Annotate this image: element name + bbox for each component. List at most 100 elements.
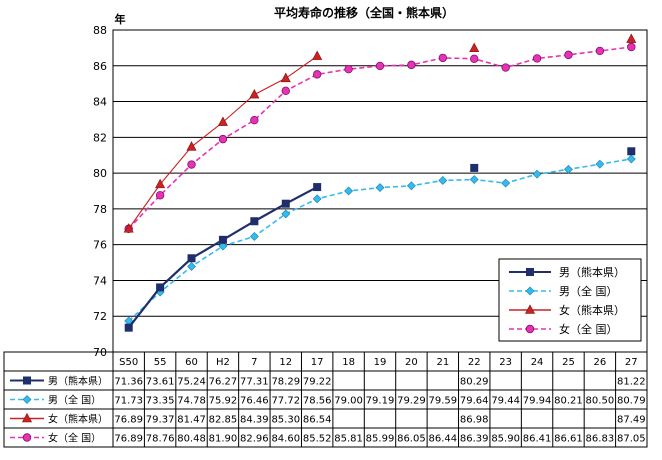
table-cell: 80.48 xyxy=(177,434,206,445)
series-3 xyxy=(124,42,636,233)
table-cell: 74.78 xyxy=(177,396,206,407)
table-cell: 85.99 xyxy=(366,434,395,445)
table-cell: 86.61 xyxy=(554,434,583,445)
y-tick-label: 82 xyxy=(93,131,107,144)
legend-label: 女（全 国） xyxy=(559,322,618,336)
data-point xyxy=(281,86,290,96)
data-point xyxy=(312,70,322,79)
y-tick-label: 76 xyxy=(93,239,107,252)
table-cell: 76.27 xyxy=(209,377,238,388)
data-point xyxy=(313,183,322,192)
table-cell: 86.54 xyxy=(303,415,332,426)
data-point xyxy=(344,186,354,196)
y-tick-label: 84 xyxy=(93,96,107,109)
table-header-cell: 25 xyxy=(562,357,575,368)
table-cell: 87.05 xyxy=(617,434,646,445)
table-cell: 75.24 xyxy=(177,377,206,388)
table-cell: 84.39 xyxy=(240,415,269,426)
table-cell: 85.90 xyxy=(491,434,520,445)
data-point xyxy=(532,54,542,63)
table-cell: 86.39 xyxy=(460,434,489,445)
data-point xyxy=(564,164,573,174)
table-cell: 79.37 xyxy=(146,415,175,426)
data-point xyxy=(344,64,353,74)
table-header-cell: 7 xyxy=(251,357,257,368)
data-point xyxy=(123,223,134,233)
table-header-cell: 17 xyxy=(311,357,324,368)
table-header-cell: 22 xyxy=(468,357,481,368)
data-point xyxy=(281,199,290,208)
data-point xyxy=(217,116,228,126)
data-point xyxy=(155,191,165,200)
data-point xyxy=(281,209,291,219)
table-cell: 78.56 xyxy=(303,396,332,407)
series-2 xyxy=(123,33,637,233)
y-tick-label: 80 xyxy=(93,167,107,180)
table-row-label: 女（熊本県） xyxy=(48,413,108,426)
table-cell: 76.89 xyxy=(114,434,143,445)
data-point xyxy=(595,159,605,169)
table-cell: 77.72 xyxy=(271,396,300,407)
table-cell: 86.05 xyxy=(397,434,426,445)
table-cell: 79.94 xyxy=(523,396,552,407)
table-cell: 77.31 xyxy=(240,377,269,388)
table-cell: 85.30 xyxy=(271,415,300,426)
table-legend-marker xyxy=(23,376,31,385)
table-header-cell: 12 xyxy=(279,357,292,368)
data-point xyxy=(250,115,259,125)
data-point xyxy=(564,50,573,60)
data-point xyxy=(218,241,228,251)
data-point xyxy=(470,54,479,64)
table-header-cell: 23 xyxy=(499,357,512,368)
data-point xyxy=(501,63,510,72)
table-cell: 76.89 xyxy=(114,415,143,426)
data-point xyxy=(218,134,228,144)
data-point xyxy=(532,169,542,179)
table-cell: 73.35 xyxy=(146,396,175,407)
table-cell: 79.44 xyxy=(491,396,520,407)
table-cell: 78.76 xyxy=(146,434,175,445)
legend-label: 男（熊本県） xyxy=(559,265,625,279)
data-table: S50 55 60 H2 7 12 17 18 19 20 21 22 23 24 25 26 27 男（熊本県）… xyxy=(3,351,648,448)
table-legend-marker xyxy=(22,412,32,423)
table-cell: 80.21 xyxy=(554,396,583,407)
table-row-label: 男（全 国） xyxy=(48,394,101,407)
table-cell: 79.59 xyxy=(429,396,458,407)
data-point xyxy=(280,72,291,83)
table-cell: 76.46 xyxy=(240,396,269,407)
table-cell: 79.00 xyxy=(334,396,363,407)
legend-label: 男（全 国） xyxy=(559,284,618,298)
data-point xyxy=(626,154,636,164)
table-cell: 79.22 xyxy=(303,377,332,388)
table-cell: 80.50 xyxy=(586,396,615,407)
data-point xyxy=(249,88,260,99)
series-0 xyxy=(124,147,636,332)
table-header-cell: 20 xyxy=(405,357,418,368)
table-cell: 86.83 xyxy=(586,434,615,445)
data-point xyxy=(155,178,166,189)
table-header-cell: 18 xyxy=(342,357,355,368)
table-cell: 81.47 xyxy=(177,415,206,426)
y-tick-label: 86 xyxy=(93,60,107,73)
data-point xyxy=(627,42,636,52)
y-tick-label: 74 xyxy=(93,274,107,287)
data-point xyxy=(124,323,133,332)
chart-title: 平均寿命の推移（全国・熊本県） xyxy=(274,5,454,20)
legend-marker xyxy=(526,268,534,276)
data-point xyxy=(626,33,637,43)
table-header-cell: 27 xyxy=(625,357,638,368)
series-1 xyxy=(124,154,636,326)
data-point xyxy=(249,232,259,241)
legend-label: 女（熊本県） xyxy=(559,303,625,317)
data-point xyxy=(187,262,196,271)
data-point xyxy=(375,183,385,193)
table-row-label: 女（全 国） xyxy=(48,432,101,445)
data-point xyxy=(312,50,323,60)
table-header-cell: 24 xyxy=(531,357,544,368)
data-point xyxy=(156,283,165,292)
table-header-cell: H2 xyxy=(216,357,230,368)
table-cell: 86.98 xyxy=(460,415,489,426)
table-legend-marker xyxy=(22,395,32,404)
